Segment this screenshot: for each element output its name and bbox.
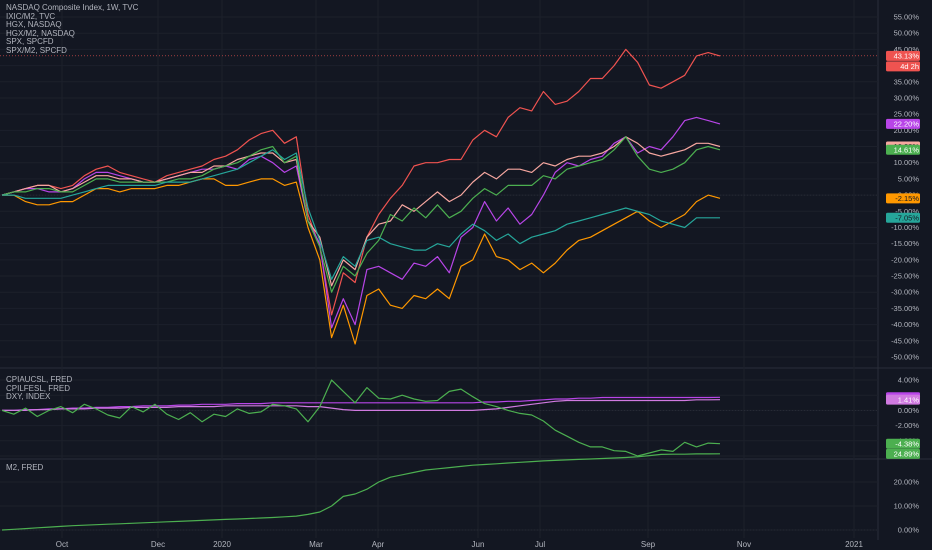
price-tick-label: 0.00% (898, 526, 920, 535)
last-value-badge (886, 144, 920, 155)
last-value-label: -7.05% (895, 213, 919, 222)
price-tick-label: 25.00% (894, 110, 920, 119)
legend-hgx[interactable]: HGX, NASDAQ (6, 20, 62, 30)
price-tick-label: -5.00% (895, 207, 919, 216)
price-tick-label: -20.00% (891, 255, 919, 264)
price-tick-label: 5.00% (898, 174, 920, 183)
series-line-cpi[interactable] (2, 396, 721, 411)
series-line-m2[interactable] (1, 453, 721, 531)
time-tick-label: Sep (641, 540, 656, 549)
price-tick-label: 10.00% (894, 158, 920, 167)
last-value-badge (886, 193, 920, 204)
last-value-label: -2.15% (895, 194, 919, 203)
price-tick-label: 50.00% (894, 29, 920, 38)
series-line-dxy[interactable] (1, 379, 721, 457)
price-tick-label: 30.00% (894, 93, 920, 102)
price-tick-label: -35.00% (891, 304, 919, 313)
price-tick-label: -40.00% (891, 320, 919, 329)
last-value-label: -4.38% (895, 439, 919, 448)
price-tick-label: -30.00% (891, 288, 919, 297)
legend-m2[interactable]: M2, FRED (6, 463, 44, 472)
series-line-ixic-m2[interactable] (2, 149, 720, 280)
last-value-badge (886, 438, 920, 449)
series-line-spx-m2[interactable] (1, 136, 721, 293)
time-tick-label: 2021 (845, 540, 863, 549)
time-tick-label: Oct (56, 540, 69, 549)
price-tick-label: 4.00% (898, 376, 920, 385)
legend-spx[interactable]: SPX, SPCFD (6, 37, 54, 47)
legend-ixic[interactable]: NASDAQ Composite Index, 1W, TVC (6, 3, 139, 12)
price-tick-label: 35.00% (894, 77, 920, 86)
last-value-label: 1.41% (898, 395, 920, 404)
series-line-hgx[interactable] (1, 116, 721, 329)
price-tick-label: -25.00% (891, 272, 919, 281)
price-tick-label: 55.00% (894, 13, 920, 22)
last-value-badge (886, 50, 920, 61)
last-value-label: 24.89% (894, 450, 920, 459)
countdown-badge (886, 61, 920, 72)
last-value-label: 22.20% (894, 120, 920, 129)
price-tick-label: 0.00% (898, 406, 920, 415)
cpi-pane-legend: CPIAUCSL, FRED CPILFESL, FRED DXY, INDEX (6, 375, 73, 402)
legend-spx-m2[interactable]: SPX/M2, SPCFD (6, 45, 67, 55)
price-tick-label: -50.00% (891, 353, 919, 362)
price-tick-label: -45.00% (891, 336, 919, 345)
last-value-badges: 43.13%22.20%16.08%14.61%-2.15%-7.05%1.73… (886, 50, 920, 459)
legend-cpiaucsl[interactable]: CPIAUCSL, FRED (6, 375, 73, 384)
time-tick-label: Mar (309, 540, 323, 549)
m2-pane-legend: M2, FRED (6, 463, 44, 473)
time-tick-label: Apr (372, 540, 385, 549)
last-value-badge (886, 448, 920, 459)
time-tick-label: Jul (535, 540, 545, 549)
series-line-ixic[interactable] (1, 48, 721, 316)
series-line-hgx-m2[interactable] (2, 178, 721, 345)
price-tick-label: -10.00% (891, 223, 919, 232)
last-value-label: 43.13% (894, 52, 920, 61)
price-tick-label: 10.00% (894, 502, 920, 511)
last-value-label: 14.61% (894, 145, 920, 154)
last-value-badge (886, 394, 920, 405)
last-value-badge (886, 212, 920, 223)
price-tick-label: 20.00% (894, 478, 920, 487)
legend-cpilfesl[interactable]: CPILFESL, FRED (6, 383, 71, 393)
price-tick-label: -15.00% (891, 239, 919, 248)
main-pane-legend: NASDAQ Composite Index, 1W, TVC IXIC/M2,… (6, 3, 139, 56)
time-tick-label: 2020 (213, 540, 231, 549)
time-tick-label: Dec (151, 540, 165, 549)
time-tick-label: Nov (737, 540, 751, 549)
legend-ixic-m2[interactable]: IXIC/M2, TVC (6, 11, 56, 21)
price-tick-label: 20.00% (894, 126, 920, 135)
legend-hgx-m2[interactable]: HGX/M2, NASDAQ (6, 28, 75, 38)
series-line-cpi-core[interactable] (2, 399, 721, 411)
legend-dxy[interactable]: DXY, INDEX (6, 392, 51, 402)
last-value-badge (886, 118, 920, 129)
price-tick-label: -2.00% (895, 421, 919, 430)
series-layer (1, 48, 721, 531)
countdown-label: 4d 2h (900, 62, 919, 71)
time-axis[interactable]: Oct Dec 2020 Mar Apr Jun Jul Sep Nov 2021 (56, 540, 864, 549)
time-tick-label: Jun (472, 540, 485, 549)
price-tick-label: 45.00% (894, 45, 920, 54)
